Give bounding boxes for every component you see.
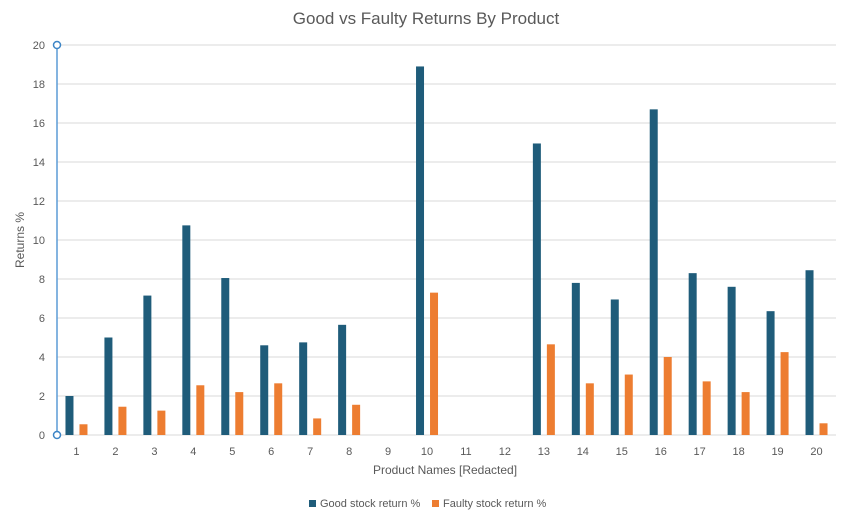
x-tick-label: 10 bbox=[421, 446, 433, 458]
bar-good-20[interactable] bbox=[805, 270, 814, 435]
bar-good-18[interactable] bbox=[727, 286, 736, 435]
y-axis-handle-top[interactable] bbox=[52, 40, 62, 50]
legend-label: Faulty stock return % bbox=[443, 498, 547, 510]
y-tick-label: 20 bbox=[33, 40, 45, 52]
y-tick-label: 16 bbox=[33, 118, 45, 130]
x-tick-label: 4 bbox=[190, 446, 196, 458]
bar-faulty-3[interactable] bbox=[157, 410, 166, 435]
gridlines bbox=[57, 44, 836, 436]
x-tick-label: 5 bbox=[229, 446, 235, 458]
x-tick-label: 19 bbox=[771, 446, 783, 458]
y-tick-label: 6 bbox=[39, 313, 45, 325]
bar-good-2[interactable] bbox=[104, 337, 113, 436]
bar-good-10[interactable] bbox=[416, 66, 425, 435]
x-tick-label: 6 bbox=[268, 446, 274, 458]
bar-good-8[interactable] bbox=[338, 324, 347, 435]
bar-good-19[interactable] bbox=[766, 311, 775, 435]
legend: Good stock return % Faulty stock return % bbox=[309, 498, 547, 510]
bar-good-16[interactable] bbox=[649, 109, 658, 435]
bar-good-1[interactable] bbox=[65, 396, 74, 435]
x-tick-label: 9 bbox=[385, 446, 391, 458]
chart-title: Good vs Faulty Returns By Product bbox=[293, 9, 560, 28]
y-tick-label: 4 bbox=[39, 352, 45, 364]
x-tick-label: 8 bbox=[346, 446, 352, 458]
bar-good-17[interactable] bbox=[688, 273, 697, 435]
x-tick-label: 2 bbox=[112, 446, 118, 458]
x-tick-label: 11 bbox=[460, 446, 471, 458]
bar-good-14[interactable] bbox=[571, 282, 580, 435]
x-axis-ticks: 1 2 3 4 5 6 7 8 9 10 11 12 13 14 15 16 17 18 19 20 bbox=[73, 446, 822, 458]
bar-good-6[interactable] bbox=[260, 345, 269, 435]
x-tick-label: 15 bbox=[616, 446, 628, 458]
bar-good-3[interactable] bbox=[143, 295, 152, 435]
y-tick-label: 18 bbox=[33, 79, 45, 91]
bar-faulty-20[interactable] bbox=[819, 423, 828, 435]
y-axis-handle-bottom[interactable] bbox=[52, 430, 62, 440]
x-tick-label: 17 bbox=[694, 446, 706, 458]
x-tick-label: 14 bbox=[577, 446, 589, 458]
y-axis-label: Returns % bbox=[13, 212, 27, 268]
y-tick-label: 2 bbox=[39, 391, 45, 403]
bar-faulty-18[interactable] bbox=[741, 392, 750, 435]
x-tick-label: 12 bbox=[499, 446, 511, 458]
bar-faulty-17[interactable] bbox=[702, 381, 711, 435]
bar-good-5[interactable] bbox=[221, 278, 230, 435]
legend-label: Good stock return % bbox=[320, 498, 420, 510]
legend-swatch bbox=[432, 500, 439, 507]
bar-good-4[interactable] bbox=[182, 225, 191, 435]
x-tick-label: 13 bbox=[538, 446, 550, 458]
y-tick-label: 12 bbox=[33, 196, 45, 208]
x-axis-label: Product Names [Redacted] bbox=[373, 463, 517, 477]
bar-faulty-16[interactable] bbox=[663, 357, 672, 435]
bar-faulty-14[interactable] bbox=[585, 383, 594, 435]
bar-faulty-15[interactable] bbox=[624, 374, 633, 435]
x-tick-label: 1 bbox=[73, 446, 79, 458]
x-tick-label: 16 bbox=[655, 446, 667, 458]
bar-faulty-5[interactable] bbox=[235, 392, 244, 435]
bar-good-15[interactable] bbox=[610, 299, 619, 435]
bar-faulty-2[interactable] bbox=[118, 406, 127, 435]
bars bbox=[65, 66, 828, 436]
bar-faulty-4[interactable] bbox=[196, 385, 205, 435]
bar-faulty-8[interactable] bbox=[352, 404, 361, 435]
x-tick-label: 7 bbox=[307, 446, 313, 458]
bar-good-13[interactable] bbox=[532, 143, 541, 435]
y-tick-label: 0 bbox=[39, 430, 45, 442]
x-tick-label: 20 bbox=[810, 446, 822, 458]
bar-faulty-10[interactable] bbox=[430, 292, 439, 435]
bar-faulty-13[interactable] bbox=[546, 344, 555, 435]
bar-faulty-1[interactable] bbox=[79, 424, 88, 435]
legend-swatch bbox=[309, 500, 316, 507]
y-tick-label: 8 bbox=[39, 274, 45, 286]
y-tick-label: 14 bbox=[33, 157, 45, 169]
x-tick-label: 18 bbox=[733, 446, 745, 458]
bar-faulty-6[interactable] bbox=[274, 383, 283, 435]
bar-faulty-7[interactable] bbox=[313, 418, 322, 435]
bar-faulty-19[interactable] bbox=[780, 352, 789, 435]
y-tick-label: 10 bbox=[33, 235, 45, 247]
x-tick-label: 3 bbox=[151, 446, 157, 458]
bar-good-7[interactable] bbox=[299, 342, 308, 435]
y-axis-ticks: 0 2 4 6 8 10 12 14 16 18 20 bbox=[33, 40, 45, 442]
